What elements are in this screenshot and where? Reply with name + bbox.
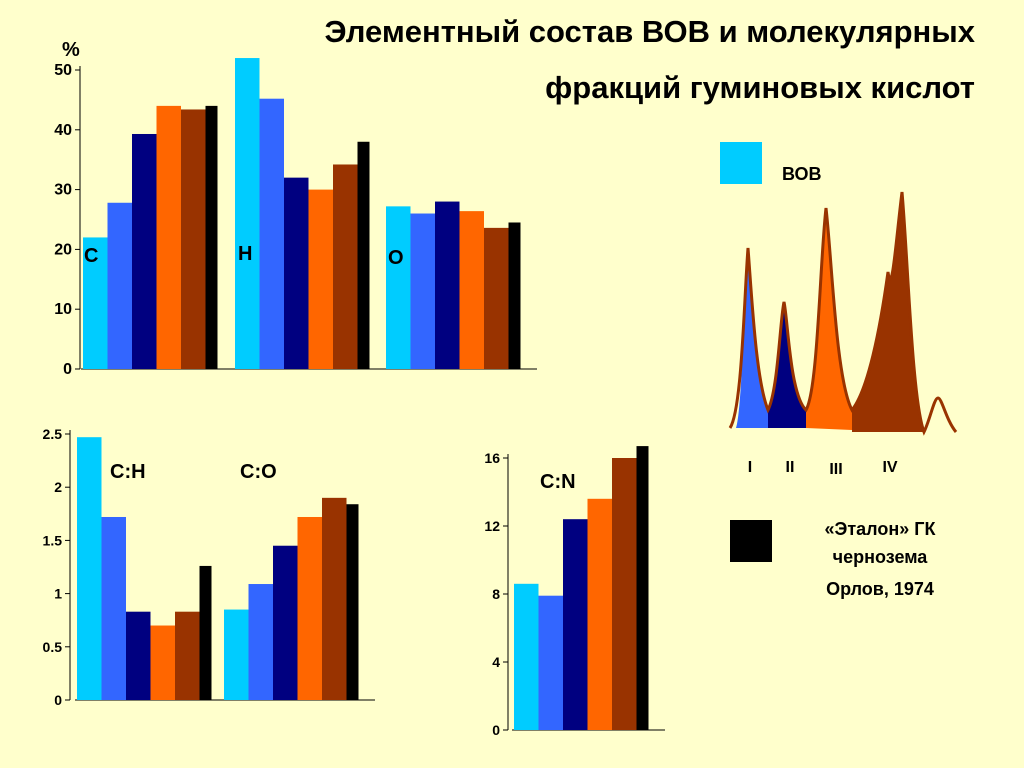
slide-title-line1: Элементный состав ВОВ и молекулярных: [324, 14, 975, 49]
bar-CO-4: [297, 516, 322, 700]
bar-CO-2: [248, 584, 273, 700]
y-tick-label: 50: [54, 62, 72, 79]
bar-O-5: [484, 227, 509, 369]
y-tick-label: 1.5: [43, 532, 63, 548]
legend-standard-swatch: [730, 520, 772, 562]
bar-CH-2: [101, 516, 126, 700]
bar-O-1: [386, 206, 411, 369]
y-tick-label: 0: [492, 722, 500, 738]
group-label: C:O: [240, 461, 277, 483]
bar-O-3: [435, 201, 460, 369]
bar-CO-5: [322, 497, 347, 700]
bar-CN-6: [636, 446, 649, 730]
fraction-peak-1: [736, 248, 768, 428]
ratio-cn-chart: 0 4 8 12 16 C:N: [484, 446, 665, 738]
bar-C-3: [132, 133, 157, 369]
y-tick-label: 1: [54, 586, 62, 602]
y-tick-label: 0: [63, 361, 72, 378]
bar-O-4: [459, 211, 484, 369]
y-tick-label: 4: [492, 654, 500, 670]
bar-C-2: [107, 202, 132, 369]
bar-CN-3: [563, 519, 588, 730]
bar-C-5: [181, 109, 206, 369]
y-tick-label: 10: [54, 301, 72, 318]
bar-C-6: [205, 105, 218, 369]
bar-CO-1: [224, 609, 249, 700]
group-label: H: [238, 243, 252, 265]
bar-CO-3: [273, 545, 298, 700]
bar-CN-1: [514, 583, 539, 730]
bar-C-1: [83, 237, 108, 369]
slide-title-line2: фракций гуминовых кислот: [545, 70, 975, 105]
group-label: O: [388, 247, 404, 269]
bar-CN-5: [612, 458, 637, 730]
group-label: C:H: [110, 461, 146, 483]
y-axis-label: %: [62, 39, 80, 61]
chromatogram-outline: [728, 191, 958, 436]
group-label: C:N: [540, 471, 576, 493]
bar-CH-6: [199, 565, 212, 700]
y-tick-label: 20: [54, 241, 72, 258]
fraction-label-3: III: [829, 461, 842, 478]
y-tick-label: 30: [54, 182, 72, 199]
fraction-peak-2: [768, 302, 806, 428]
fraction-peak-4: [852, 192, 924, 432]
y-tick-label: 40: [54, 122, 72, 139]
legend-standard-line3: Орлов, 1974: [826, 579, 934, 599]
y-tick-label: 12: [484, 518, 500, 534]
bar-H-3: [284, 177, 309, 369]
y-tick-label: 0: [54, 692, 62, 708]
bar-H-6: [357, 141, 370, 369]
group-label: C: [84, 245, 98, 267]
bar-H-2: [259, 98, 284, 369]
ratio-ch-co-chart: 0 0.5 1 1.5 2 2.5 C:H C:O: [43, 426, 375, 708]
y-tick-label: 2.5: [43, 426, 63, 442]
bar-CH-3: [126, 611, 151, 700]
fraction-label-4: IV: [882, 459, 897, 476]
bar-O-6: [508, 222, 521, 369]
bar-H-5: [333, 164, 358, 369]
y-tick-label: 0.5: [43, 639, 63, 655]
y-tick-label: 8: [492, 586, 500, 602]
bar-CN-2: [538, 595, 563, 730]
bar-CH-5: [175, 611, 200, 700]
fraction-peak-3: [806, 208, 852, 430]
legend-standard-line1: «Эталон» ГК: [825, 519, 937, 539]
bar-H-1: [235, 58, 260, 369]
legend-vov-label: ВОВ: [782, 164, 822, 184]
bar-H-4: [308, 189, 333, 369]
legend-standard-line2: чернозема: [833, 547, 929, 567]
bar-C-4: [156, 105, 181, 369]
legend-vov-swatch: [720, 142, 762, 184]
fraction-label-1: I: [748, 459, 752, 476]
bar-CO-6: [346, 504, 359, 700]
bar-O-2: [410, 213, 435, 369]
y-tick-label: 2: [54, 479, 62, 495]
chromatogram-illustration: [728, 191, 958, 436]
fraction-label-2: II: [786, 459, 795, 476]
bar-CH-1: [77, 437, 102, 700]
bar-CN-4: [587, 498, 612, 730]
bar-CH-4: [150, 625, 175, 700]
y-tick-label: 16: [484, 450, 500, 466]
elements-percent-chart: 0 10 20 30 40 50% C H O: [54, 39, 537, 378]
